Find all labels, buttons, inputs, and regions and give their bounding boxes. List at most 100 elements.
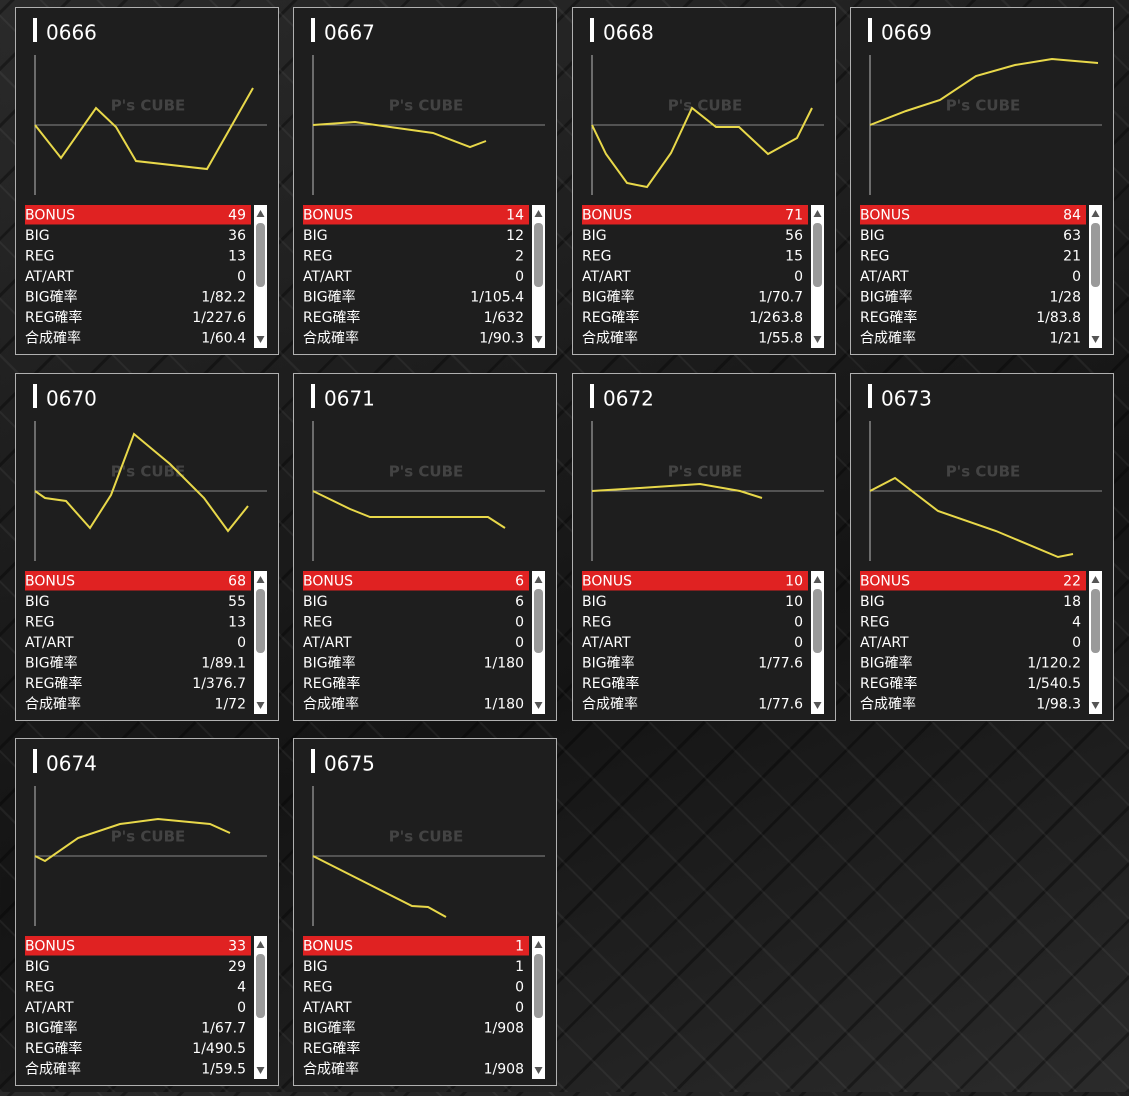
stat-label: AT/ART <box>860 635 909 651</box>
machine-card: 0672 P's CUBE BONUS 10 BIG 10 REG 0 AT/ART 0 BIG確率… <box>572 373 836 721</box>
stat-label: REG確率 <box>582 309 639 326</box>
watermark: P's CUBE <box>668 463 743 481</box>
card-background <box>850 7 1114 355</box>
bonus-row-highlight <box>860 205 1086 225</box>
scrollbar-thumb <box>256 223 265 287</box>
data-line <box>312 855 447 918</box>
stat-label: REG <box>860 248 889 264</box>
stat-value: 10 <box>785 594 803 610</box>
machine-card: 0673 P's CUBE BONUS 22 BIG 18 REG 4 AT/ART 0 BIG確率… <box>850 373 1114 721</box>
stat-label: REG確率 <box>860 675 917 692</box>
stat-value: 13 <box>228 248 246 264</box>
stat-label: BIG確率 <box>25 654 78 671</box>
stat-label: AT/ART <box>582 269 631 285</box>
stat-label: 合成確率 <box>25 329 81 346</box>
scroll-up <box>1091 576 1100 583</box>
stat-label: BIG確率 <box>25 1019 78 1036</box>
stat-value: 1/376.7 <box>192 676 246 692</box>
stat-label: REG <box>303 979 332 995</box>
stat-value: 1/540.5 <box>1027 676 1081 692</box>
stat-label: 合成確率 <box>303 695 359 712</box>
stat-label: 合成確率 <box>582 329 638 346</box>
stat-value: 63 <box>1063 228 1081 244</box>
title-marker <box>311 18 315 42</box>
bonus-row-highlight <box>25 205 251 225</box>
stat-value: 6 <box>515 573 524 589</box>
stat-value: 0 <box>794 635 803 651</box>
scrollbar-thumb <box>534 954 543 1018</box>
stat-value: 4 <box>1072 614 1081 630</box>
stat-value: 1/120.2 <box>1027 655 1081 671</box>
stat-value: 0 <box>794 614 803 630</box>
stat-value: 29 <box>228 959 246 975</box>
scroll-down <box>534 336 543 343</box>
card-background <box>293 7 557 355</box>
stat-value: 18 <box>1063 594 1081 610</box>
stat-value: 0 <box>515 269 524 285</box>
stat-label: BIG確率 <box>303 654 356 671</box>
stat-label: AT/ART <box>25 1000 74 1016</box>
stat-value: 1/72 <box>215 696 246 712</box>
stat-label: REG <box>582 248 611 264</box>
card-background <box>572 373 836 721</box>
card-title: 0671 <box>324 387 375 411</box>
stat-value: 1/98.3 <box>1036 696 1081 712</box>
stat-value: 0 <box>794 269 803 285</box>
scrollbar-thumb <box>256 589 265 653</box>
card-title: 0668 <box>603 21 654 45</box>
scroll-up <box>534 210 543 217</box>
stat-label: BONUS <box>303 938 353 954</box>
stat-label: BIG確率 <box>860 288 913 305</box>
card-title: 0674 <box>46 752 97 776</box>
stat-label: BIG確率 <box>860 654 913 671</box>
stat-value: 15 <box>785 248 803 264</box>
stat-label: REG <box>25 614 54 630</box>
title-marker <box>590 18 594 42</box>
stat-label: BONUS <box>860 573 910 589</box>
data-line <box>312 490 506 529</box>
stat-label: BONUS <box>303 573 353 589</box>
title-marker <box>590 384 594 408</box>
stat-label: BIG <box>25 594 50 610</box>
stat-label: REG <box>25 248 54 264</box>
stat-value: 1/59.5 <box>201 1061 246 1077</box>
card-background <box>293 738 557 1086</box>
stat-label: REG <box>303 248 332 264</box>
stat-label: REG <box>25 979 54 995</box>
stat-value: 49 <box>228 207 246 223</box>
stat-label: BONUS <box>25 207 75 223</box>
stat-label: REG <box>860 614 889 630</box>
stat-label: BIG <box>303 959 328 975</box>
stat-value: 1/70.7 <box>758 289 803 305</box>
stat-value: 10 <box>785 573 803 589</box>
stat-value: 2 <box>515 248 524 264</box>
scrollbar-thumb <box>813 589 822 653</box>
stat-label: REG確率 <box>860 309 917 326</box>
bonus-row-highlight <box>582 205 808 225</box>
data-line <box>312 120 487 149</box>
stat-value: 55 <box>228 594 246 610</box>
scroll-up <box>256 941 265 948</box>
scroll-up <box>1091 210 1100 217</box>
card-background <box>572 7 836 355</box>
stat-label: BONUS <box>582 573 632 589</box>
watermark: P's CUBE <box>946 97 1021 115</box>
stat-value: 56 <box>785 228 803 244</box>
stat-value: 0 <box>515 979 524 995</box>
stat-label: REG確率 <box>582 675 639 692</box>
title-marker <box>868 384 872 408</box>
watermark: P's CUBE <box>389 828 464 846</box>
stat-value: 0 <box>237 269 246 285</box>
title-marker <box>868 18 872 42</box>
data-line <box>34 817 231 863</box>
stat-label: BIG確率 <box>25 288 78 305</box>
stat-value: 68 <box>228 573 246 589</box>
stat-label: BONUS <box>25 938 75 954</box>
stat-value: 1/77.6 <box>758 696 803 712</box>
stat-label: BIG <box>25 228 50 244</box>
stat-value: 1/83.8 <box>1036 310 1081 326</box>
title-marker <box>311 384 315 408</box>
card-title: 0672 <box>603 387 654 411</box>
stat-value: 0 <box>515 614 524 630</box>
